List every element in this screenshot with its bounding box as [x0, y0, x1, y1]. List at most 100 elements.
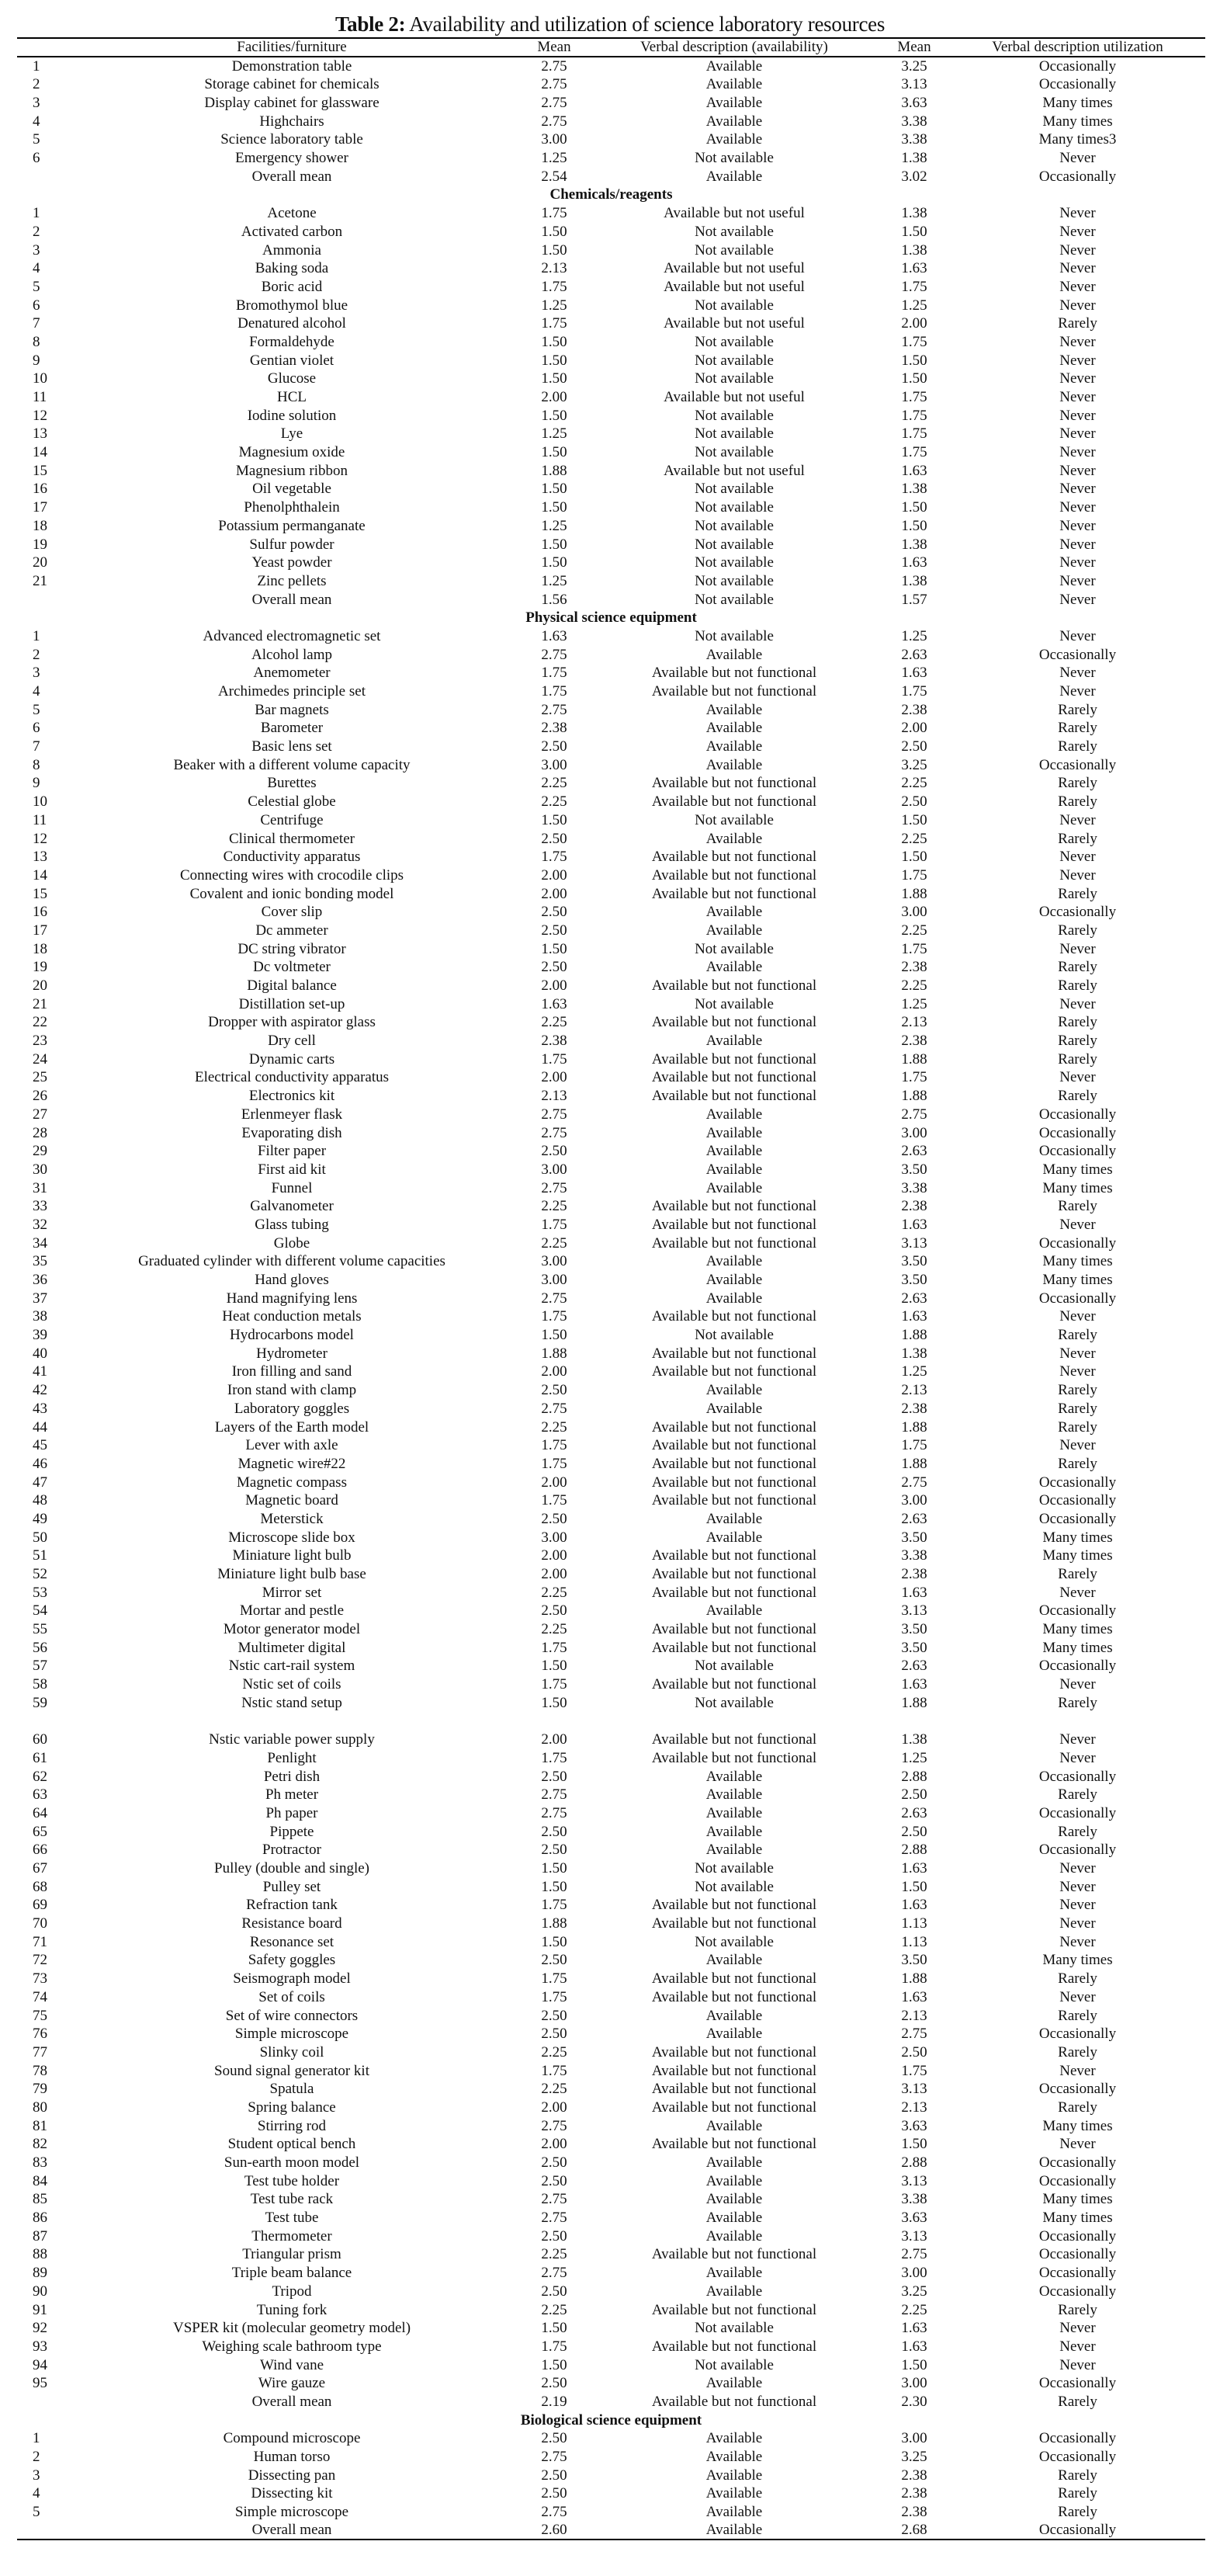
item-name: Wind vane	[259, 2356, 324, 2373]
mean-availability: 2.00	[541, 977, 567, 995]
mean-availability: 2.54	[541, 168, 567, 185]
mean-availability: 2.25	[541, 2043, 567, 2060]
mean-availability: 2.75	[541, 2210, 567, 2227]
mean-availability: 2.50	[541, 1510, 567, 1527]
utilization-description: Never	[1059, 1345, 1096, 1362]
row-number: 94	[33, 2356, 47, 2373]
utilization-description: Never	[1059, 1897, 1096, 1914]
availability-description: Available but not functional	[651, 885, 817, 902]
mean-utilization: 1.75	[901, 1069, 927, 1086]
availability-description: Not available	[695, 591, 774, 608]
row-number: 42	[33, 1382, 47, 1399]
table-row: 95 Wire gauze 2.50 Available 3.00 Occasionall…	[17, 2374, 1205, 2393]
utilization-description: Never	[1059, 260, 1096, 277]
utilization-description: Never	[1059, 627, 1096, 644]
utilization-description: Many times3	[1038, 131, 1117, 148]
table-row: 39 Hydrocarbons model 1.50 Not available 1.8…	[17, 1326, 1205, 1345]
mean-availability: 2.75	[541, 1804, 567, 1821]
mean-utilization: 1.25	[901, 995, 927, 1012]
row-number: 16	[33, 481, 47, 498]
utilization-description: Never	[1059, 352, 1096, 369]
table-row: 36 Hand gloves 3.00 Available 3.50 Many times	[17, 1271, 1205, 1290]
utilization-description: Many times	[1042, 113, 1113, 130]
row-number: 16	[33, 904, 47, 921]
mean-availability: 2.50	[541, 1602, 567, 1620]
mean-availability: 1.50	[541, 352, 567, 369]
utilization-description: Never	[1059, 333, 1096, 350]
mean-availability: 1.50	[541, 536, 567, 553]
table-row: 58 Nstic set of coils 1.75 Available but no…	[17, 1675, 1205, 1694]
mean-utilization: 1.50	[901, 352, 927, 369]
utilization-description: Occasionally	[1038, 756, 1117, 773]
row-number: 12	[33, 407, 47, 424]
mean-utilization: 3.25	[901, 2449, 927, 2466]
availability-description: Available but not functional	[651, 1234, 817, 1252]
mean-availability: 2.50	[541, 904, 567, 921]
item-name: DC string vibrator	[237, 940, 346, 957]
table-row: 2 Activated carbon 1.50 Not available 1.50 Ne…	[17, 223, 1205, 241]
mean-utilization: 2.75	[901, 2026, 927, 2043]
availability-description: Available	[705, 720, 763, 737]
mean-utilization: 3.00	[901, 1124, 927, 1141]
availability-description: Not available	[695, 572, 774, 589]
mean-utilization: 2.25	[901, 922, 927, 939]
utilization-description: Occasionally	[1038, 2026, 1117, 2043]
mean-availability: 2.00	[541, 866, 567, 884]
utilization-description: Many times	[1042, 1179, 1113, 1196]
item-name: Triangular prism	[242, 2246, 341, 2263]
col-header-availability: Verbal description (availability)	[590, 37, 879, 57]
row-number: 68	[33, 1878, 47, 1895]
item-name: VSPER kit (molecular geometry model)	[172, 2320, 411, 2337]
mean-availability: 2.25	[541, 775, 567, 792]
utilization-description: Many times	[1042, 1272, 1113, 1289]
mean-availability: 2.00	[541, 1731, 567, 1748]
row-number: 85	[33, 2191, 47, 2208]
mean-availability: 1.50	[541, 1694, 567, 1711]
mean-availability: 3.00	[541, 756, 567, 773]
row-number: 78	[33, 2062, 47, 2079]
row-number: 27	[33, 1106, 47, 1123]
availability-description: Available but not functional	[651, 2301, 817, 2318]
utilization-description: Rarely	[1058, 885, 1097, 902]
row-number: 34	[33, 1234, 47, 1252]
mean-availability: 2.75	[541, 76, 567, 93]
mean-availability: 1.50	[541, 1658, 567, 1675]
availability-description: Available but not functional	[651, 793, 817, 811]
row-number: 60	[33, 1731, 47, 1748]
utilization-description: Never	[1059, 1437, 1096, 1454]
item-name: Set of coils	[258, 1988, 325, 2005]
row-number: 50	[33, 1529, 47, 1546]
mean-availability: 2.50	[541, 830, 567, 847]
mean-availability: 2.25	[541, 2246, 567, 2263]
mean-utilization: 3.00	[901, 2430, 927, 2447]
mean-availability: 2.75	[541, 1290, 567, 1307]
utilization-description: Rarely	[1058, 830, 1097, 847]
table-row: 54 Mortar and pestle 2.50 Available 3.13 Occa…	[17, 1602, 1205, 1620]
item-name: Electronics kit	[248, 1088, 335, 1105]
availability-description: Not available	[695, 627, 774, 644]
utilization-description: Occasionally	[1038, 2246, 1117, 2263]
table-row: 30 First aid kit 3.00 Available 3.50 Many tim…	[17, 1161, 1205, 1179]
row-number: 66	[33, 1842, 47, 1859]
item-name: Phenolphthalein	[244, 499, 340, 516]
item-name: First aid kit	[258, 1161, 326, 1178]
item-name: Nstic stand setup	[241, 1694, 342, 1711]
availability-description: Available	[705, 2265, 763, 2282]
row-number: 55	[33, 1621, 47, 1638]
mean-availability: 2.25	[541, 1418, 567, 1436]
mean-utilization: 1.88	[901, 1694, 927, 1711]
availability-description: Available	[705, 1400, 763, 1417]
row-number: 13	[33, 425, 47, 443]
item-name: Zinc pellets	[257, 572, 327, 589]
row-number: 33	[33, 1198, 47, 1215]
utilization-description: Occasionally	[1038, 2375, 1117, 2392]
item-name: Overall mean	[251, 591, 332, 608]
table-row: 49 Meterstick 2.50 Available 2.63 Occasionall…	[17, 1510, 1205, 1529]
mean-utilization: 3.25	[901, 2283, 927, 2300]
mean-utilization: 3.50	[901, 1952, 927, 1969]
item-name: Thermometer	[251, 2227, 332, 2244]
table-row: 11 HCL 2.00 Available but not useful 1.75 Nev…	[17, 388, 1205, 407]
utilization-description: Occasionally	[1038, 1474, 1117, 1491]
mean-utilization: 3.38	[901, 1179, 927, 1196]
mean-availability: 2.75	[541, 2449, 567, 2466]
